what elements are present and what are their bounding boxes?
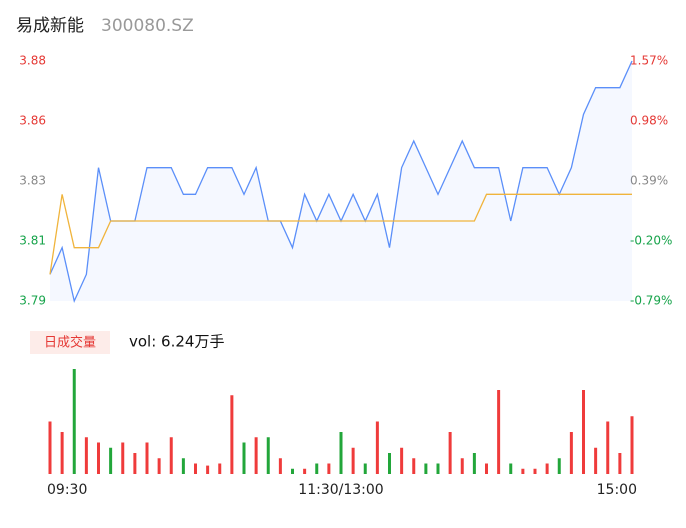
y2-tick-label: 0.98% bbox=[630, 114, 668, 128]
y2-tick-label: -0.20% bbox=[630, 234, 672, 248]
volume-bar bbox=[594, 447, 598, 474]
volume-bar bbox=[157, 458, 161, 474]
stock-name: 易成新能 bbox=[16, 16, 84, 36]
volume-bar bbox=[194, 463, 197, 474]
volume-bar bbox=[315, 463, 319, 474]
x-tick-label: 09:30 bbox=[47, 482, 87, 498]
volume-bar bbox=[145, 442, 149, 474]
volume-bar bbox=[254, 437, 258, 474]
volume-bar bbox=[545, 463, 549, 474]
volume-bar bbox=[242, 442, 246, 474]
x-tick-label: 15:00 bbox=[597, 482, 637, 498]
volume-bar bbox=[266, 437, 270, 474]
volume-bar bbox=[133, 453, 137, 474]
x-tick-label: 11:30/13:00 bbox=[298, 482, 383, 498]
volume-bar bbox=[557, 458, 561, 474]
volume-bar bbox=[606, 421, 610, 474]
volume-bar bbox=[497, 390, 501, 474]
volume-bar bbox=[48, 421, 52, 474]
volume-bar bbox=[424, 463, 428, 474]
volume-bar bbox=[485, 463, 488, 474]
volume-bar bbox=[278, 458, 282, 474]
volume-bar bbox=[400, 447, 404, 474]
volume-bar bbox=[472, 453, 476, 474]
volume-annotation: vol: 6.24万手 bbox=[129, 333, 224, 351]
y-tick-label: 3.81 bbox=[19, 234, 46, 248]
volume-bar bbox=[388, 453, 391, 474]
volume-bar bbox=[339, 432, 343, 474]
price-area bbox=[50, 61, 632, 301]
volume-bar bbox=[582, 390, 585, 474]
volume-bar bbox=[60, 432, 64, 474]
volume-bar bbox=[533, 468, 537, 474]
volume-bar bbox=[218, 463, 222, 474]
volume-bar bbox=[206, 465, 210, 474]
volume-bar bbox=[569, 432, 573, 474]
volume-bar bbox=[327, 463, 331, 474]
volume-bar bbox=[460, 458, 464, 474]
y-tick-label: 3.88 bbox=[19, 54, 46, 68]
volume-bar bbox=[109, 447, 113, 474]
volume-bar bbox=[169, 437, 173, 474]
volume-bar bbox=[436, 463, 440, 474]
volume-bar bbox=[181, 458, 185, 474]
volume-bar bbox=[509, 463, 513, 474]
volume-bar bbox=[351, 447, 355, 474]
legend-label: 日成交量 bbox=[44, 335, 96, 351]
volume-bar bbox=[84, 437, 88, 474]
y-tick-label: 3.86 bbox=[19, 114, 46, 128]
volume-bar bbox=[618, 453, 622, 474]
y2-tick-label: -0.79% bbox=[630, 294, 672, 308]
average-line bbox=[49, 193, 632, 275]
y-tick-label: 3.79 bbox=[19, 294, 46, 308]
volume-bar bbox=[448, 432, 452, 474]
volume-bar bbox=[412, 458, 416, 474]
volume-bar bbox=[72, 369, 76, 474]
volume-bar bbox=[630, 416, 634, 474]
volume-bar bbox=[230, 395, 234, 474]
volume-bar bbox=[375, 421, 379, 474]
volume-bar bbox=[121, 442, 125, 474]
y2-tick-label: 0.39% bbox=[630, 174, 668, 188]
volume-bar bbox=[97, 442, 100, 474]
volume-bar bbox=[363, 463, 367, 474]
stock-code: 300080.SZ bbox=[101, 16, 194, 36]
y-tick-label: 3.83 bbox=[19, 174, 46, 188]
volume-bar bbox=[291, 468, 294, 474]
volume-bar bbox=[521, 468, 525, 474]
legend-box bbox=[30, 331, 110, 354]
volume-bar bbox=[303, 468, 307, 474]
y2-tick-label: 1.57% bbox=[630, 54, 668, 68]
